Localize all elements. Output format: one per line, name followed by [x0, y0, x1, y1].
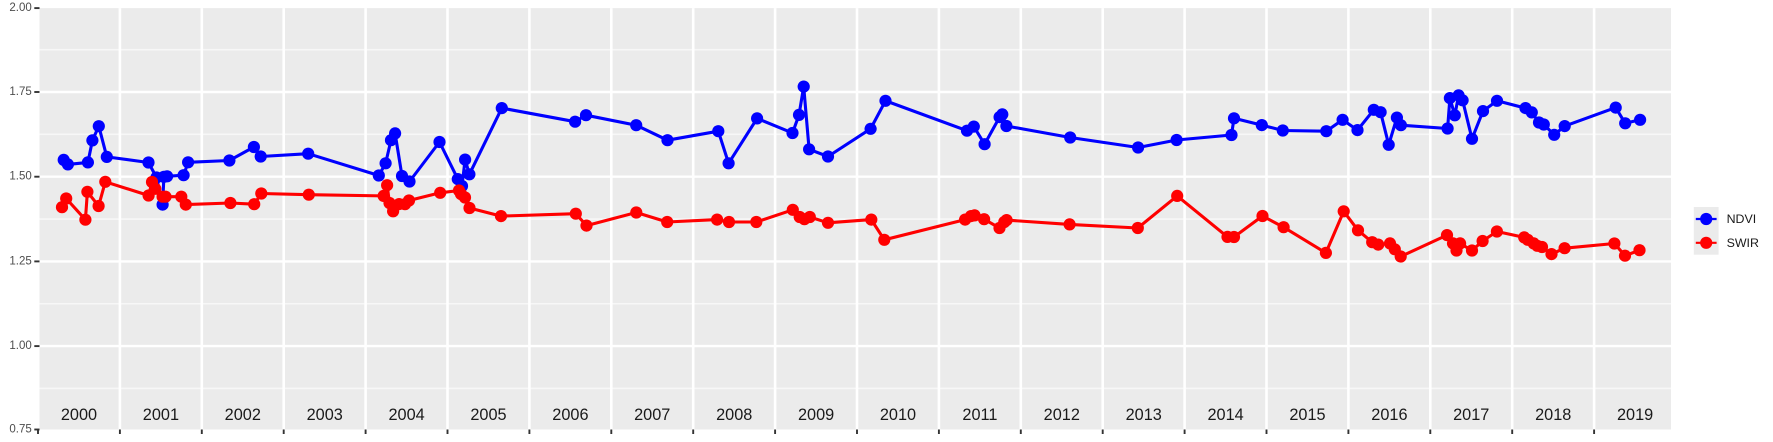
svg-text:2.00: 2.00	[9, 2, 31, 14]
svg-text:SWIR: SWIR	[1727, 236, 1759, 250]
svg-text:2005: 2005	[470, 406, 506, 424]
svg-text:2002: 2002	[225, 406, 261, 424]
svg-text:2001: 2001	[143, 406, 179, 424]
svg-text:2017: 2017	[1453, 406, 1489, 424]
svg-text:2016: 2016	[1371, 406, 1407, 424]
svg-text:2018: 2018	[1535, 406, 1571, 424]
svg-text:2000: 2000	[61, 406, 97, 424]
svg-text:2008: 2008	[716, 406, 752, 424]
svg-text:2009: 2009	[798, 406, 834, 424]
svg-text:2015: 2015	[1289, 406, 1325, 424]
svg-text:1.25: 1.25	[9, 255, 31, 267]
svg-text:2013: 2013	[1126, 406, 1162, 424]
svg-text:NDVI: NDVI	[1727, 212, 1757, 226]
svg-text:1.50: 1.50	[9, 171, 31, 183]
svg-text:1.75: 1.75	[9, 86, 31, 98]
svg-text:1.00: 1.00	[9, 340, 31, 352]
svg-text:2014: 2014	[1207, 406, 1243, 424]
svg-text:2007: 2007	[634, 406, 670, 424]
svg-text:2006: 2006	[552, 406, 588, 424]
svg-text:2003: 2003	[307, 406, 343, 424]
svg-text:2019: 2019	[1617, 406, 1653, 424]
svg-text:0.75: 0.75	[9, 424, 31, 436]
svg-text:2010: 2010	[880, 406, 916, 424]
svg-text:2011: 2011	[962, 406, 997, 424]
svg-text:2004: 2004	[388, 406, 424, 424]
svg-text:2012: 2012	[1044, 406, 1080, 424]
